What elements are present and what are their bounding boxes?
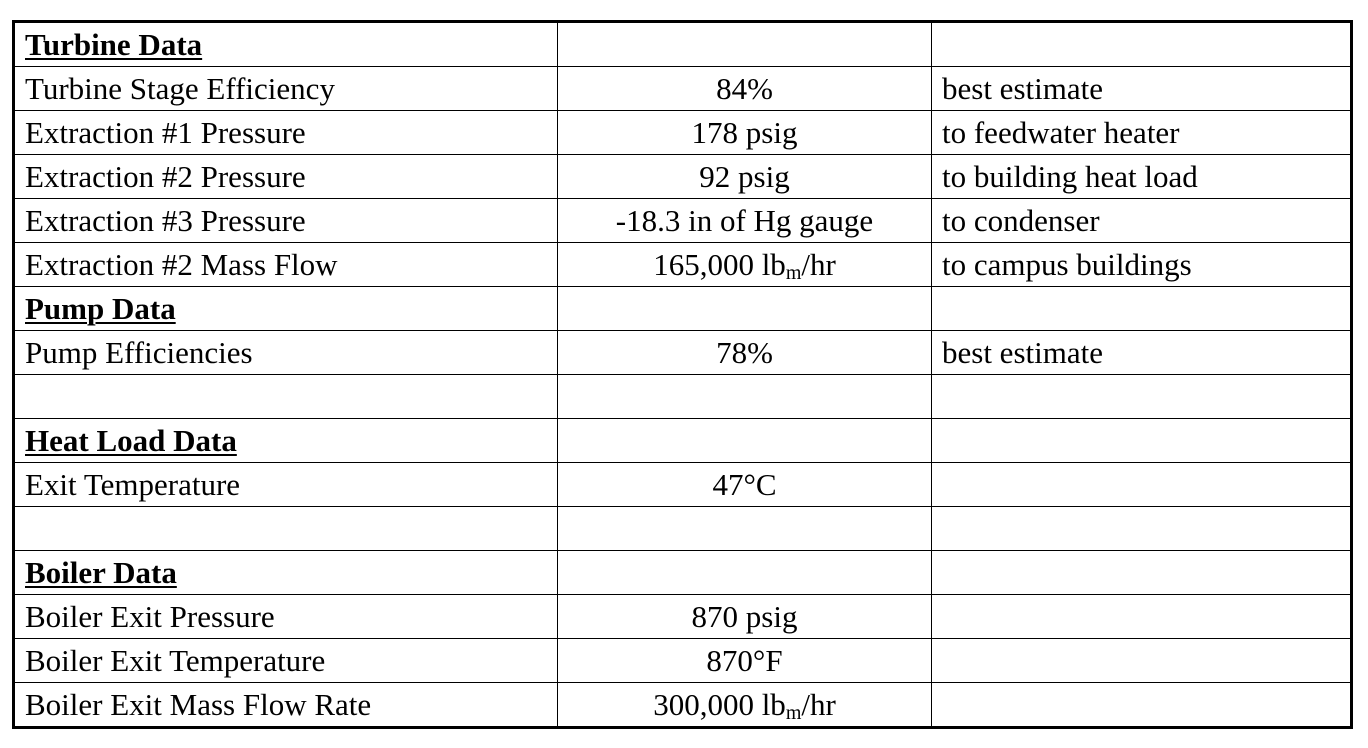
empty-cell [931, 418, 1352, 463]
empty-cell [931, 550, 1352, 595]
row-note: to condenser [931, 198, 1352, 243]
value-suffix: /hr [801, 687, 836, 722]
row-note: to campus buildings [931, 242, 1352, 287]
row-label [13, 374, 558, 419]
row-label: Extraction #2 Mass Flow [13, 242, 558, 287]
section-header-row: Pump Data [13, 286, 1352, 331]
row-label: Extraction #1 Pressure [13, 110, 558, 155]
value-subscript: m [785, 262, 802, 284]
table-row: Boiler Exit Pressure 870 psig [13, 594, 1352, 639]
table-row [13, 506, 1352, 551]
row-value [557, 506, 932, 551]
value-subscript: m [785, 702, 802, 724]
value-suffix: /hr [801, 247, 836, 282]
table-row: Boiler Exit Temperature 870°F [13, 638, 1352, 683]
section-title: Turbine Data [25, 27, 203, 62]
row-value: 84% [557, 66, 932, 111]
table-row: Exit Temperature 47°C [13, 462, 1352, 507]
empty-cell [557, 550, 932, 595]
row-value: 870°F [557, 638, 932, 683]
row-note: to building heat load [931, 154, 1352, 199]
row-note [931, 506, 1352, 551]
empty-cell [557, 418, 932, 463]
value-main: 300,000 lb [653, 687, 786, 722]
table-row [13, 374, 1352, 419]
section-title-cell: Heat Load Data [13, 418, 558, 463]
section-header-row: Boiler Data [13, 550, 1352, 595]
row-value: 870 psig [557, 594, 932, 639]
empty-cell [557, 21, 932, 67]
section-title: Pump Data [25, 291, 176, 326]
row-value [557, 374, 932, 419]
row-value: 165,000 lbm/hr [557, 242, 932, 287]
row-note: best estimate [931, 66, 1352, 111]
section-title-cell: Turbine Data [13, 21, 558, 67]
empty-cell [557, 286, 932, 331]
section-title-cell: Pump Data [13, 286, 558, 331]
row-label: Boiler Exit Temperature [13, 638, 558, 683]
row-label: Boiler Exit Pressure [13, 594, 558, 639]
row-label [13, 506, 558, 551]
row-note [931, 594, 1352, 639]
row-label: Extraction #2 Pressure [13, 154, 558, 199]
row-note [931, 638, 1352, 683]
row-value: -18.3 in of Hg gauge [557, 198, 932, 243]
row-value: 47°C [557, 462, 932, 507]
table-row: Extraction #2 Mass Flow 165,000 lbm/hr t… [13, 242, 1352, 287]
row-value: 300,000 lbm/hr [557, 682, 932, 728]
section-header-row: Turbine Data [13, 21, 1352, 67]
row-value: 92 psig [557, 154, 932, 199]
row-note: best estimate [931, 330, 1352, 375]
empty-cell [931, 286, 1352, 331]
section-title: Heat Load Data [25, 423, 237, 458]
table-row: Extraction #2 Pressure 92 psig to buildi… [13, 154, 1352, 199]
row-note: to feedwater heater [931, 110, 1352, 155]
data-table: Turbine Data Turbine Stage Efficiency 84… [12, 20, 1353, 729]
row-label: Exit Temperature [13, 462, 558, 507]
row-note [931, 374, 1352, 419]
table-row: Extraction #1 Pressure 178 psig to feedw… [13, 110, 1352, 155]
row-label: Boiler Exit Mass Flow Rate [13, 682, 558, 728]
row-value: 178 psig [557, 110, 932, 155]
empty-cell [931, 21, 1352, 67]
row-label: Turbine Stage Efficiency [13, 66, 558, 111]
row-label: Extraction #3 Pressure [13, 198, 558, 243]
section-title: Boiler Data [25, 555, 177, 590]
table-row: Boiler Exit Mass Flow Rate 300,000 lbm/h… [13, 682, 1352, 728]
row-value: 78% [557, 330, 932, 375]
table-row: Turbine Stage Efficiency 84% best estima… [13, 66, 1352, 111]
table-row: Extraction #3 Pressure -18.3 in of Hg ga… [13, 198, 1352, 243]
section-header-row: Heat Load Data [13, 418, 1352, 463]
table-row: Pump Efficiencies 78% best estimate [13, 330, 1352, 375]
section-title-cell: Boiler Data [13, 550, 558, 595]
row-note [931, 462, 1352, 507]
value-main: 165,000 lb [653, 247, 786, 282]
row-note [931, 682, 1352, 728]
row-label: Pump Efficiencies [13, 330, 558, 375]
